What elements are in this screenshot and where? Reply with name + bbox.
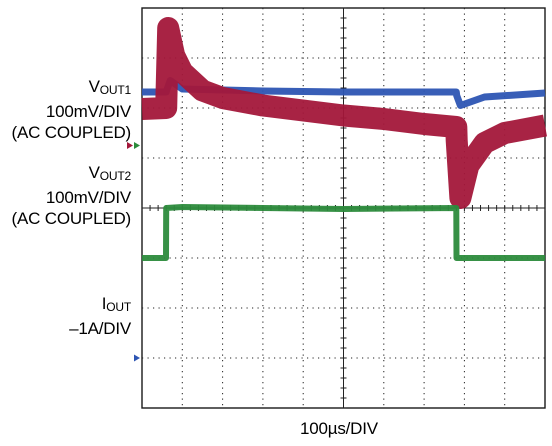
trace-iout (142, 204, 545, 261)
traces (141, 17, 548, 261)
vout1-symbol: V (88, 77, 100, 96)
vout1-scale: 100mV/DIV (45, 102, 131, 121)
vout1-coupling: (AC COUPLED) (11, 123, 132, 142)
channel-markers (127, 142, 140, 362)
trace-vout1 (141, 17, 548, 209)
iout-marker (134, 142, 140, 149)
x-axis-label: 100µs/DIV (300, 419, 378, 438)
iout-label: IOUT –1A/DIV (69, 293, 131, 339)
vout2-scale: 100mV/DIV (45, 188, 131, 207)
vout2-subscript: OUT2 (99, 169, 131, 183)
vout2-label: VOUT2 100mV/DIV (AC COUPLED) (11, 162, 132, 229)
iout-subscript: OUT (106, 300, 131, 314)
vout1-subscript: OUT1 (99, 83, 131, 97)
iout-symbol: I (101, 294, 107, 313)
iout-scale: –1A/DIV (69, 319, 131, 338)
vout2-coupling: (AC COUPLED) (11, 209, 132, 228)
vout1-marker (127, 142, 133, 149)
vout1-label: VOUT1 100mV/DIV (AC COUPLED) (11, 76, 132, 143)
vout2-marker (134, 354, 140, 362)
vout2-symbol: V (88, 163, 100, 182)
